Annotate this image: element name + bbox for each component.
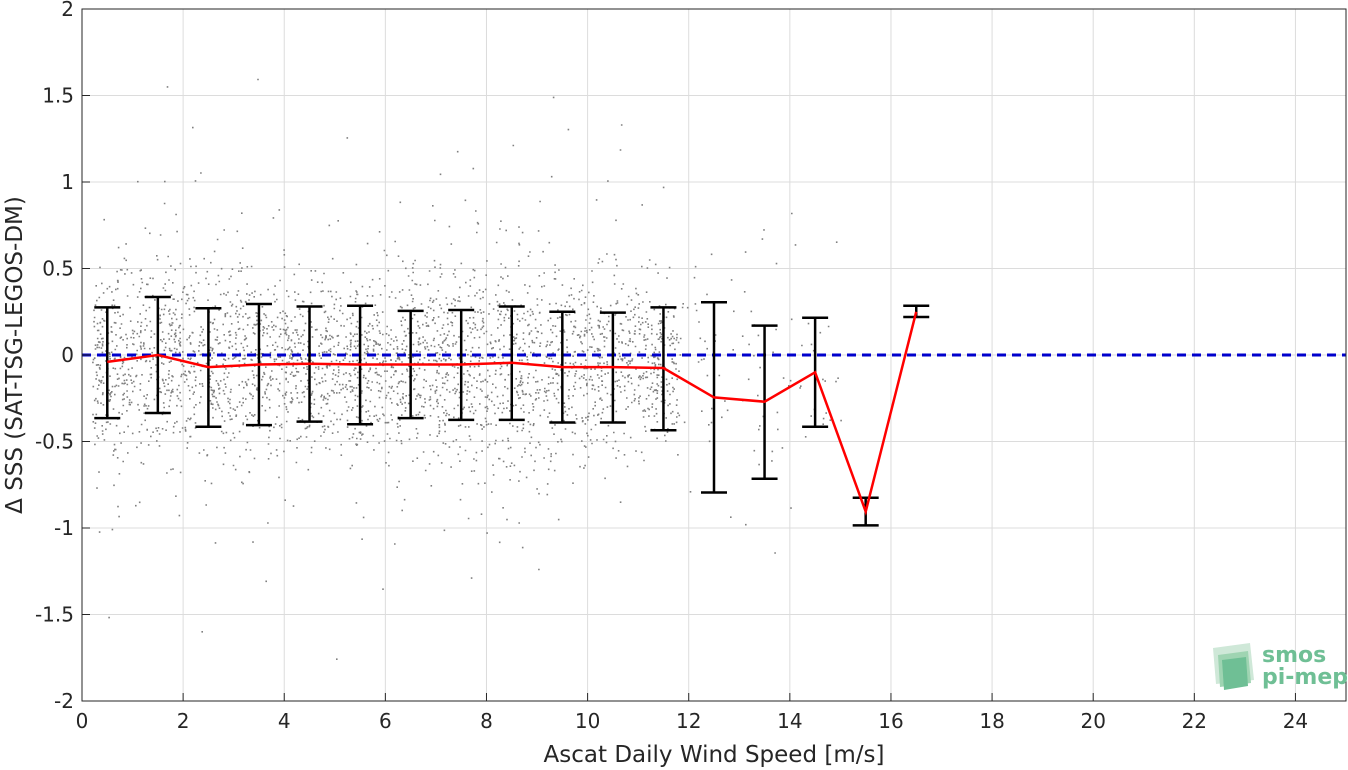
x-tick-label: 24 — [1283, 709, 1308, 733]
x-tick-label: 18 — [979, 709, 1004, 733]
x-tick-label: 14 — [777, 709, 802, 733]
x-tick-label: 10 — [575, 709, 600, 733]
y-tick-label: 0.5 — [42, 257, 74, 281]
x-axis-label: Ascat Daily Wind Speed [m/s] — [544, 742, 885, 768]
smos-pimep-logo: smos pi-mep — [1213, 643, 1348, 690]
error-bar — [94, 306, 121, 420]
x-tick-label: 12 — [676, 709, 701, 733]
y-tick-label: -1.5 — [35, 603, 74, 627]
x-tick-label: 8 — [480, 709, 493, 733]
x-tick-label: 22 — [1182, 709, 1207, 733]
x-tick-label: 16 — [878, 709, 903, 733]
x-tick-label: 20 — [1080, 709, 1105, 733]
logo-line1: smos — [1262, 643, 1326, 668]
y-tick-label: 1.5 — [42, 84, 74, 108]
x-tick-label: 0 — [76, 709, 89, 733]
mean-line — [107, 311, 918, 516]
x-tick-label: 4 — [278, 709, 291, 733]
y-tick-label: -1 — [54, 516, 74, 540]
y-tick-label: -0.5 — [35, 430, 74, 454]
logo-line2: pi-mep — [1262, 665, 1348, 690]
x-tick-label: 6 — [379, 709, 392, 733]
y-axis: 2 1.5 1 0.5 0 -0.5 -1 -1.5 -2 — [35, 0, 90, 713]
y-tick-label: 0 — [61, 343, 74, 367]
y-axis-label: Δ SSS (SAT-TSG-LEGOS-DM) — [2, 196, 28, 514]
y-tick-label: 1 — [61, 170, 74, 194]
logo-waves-icon — [1213, 643, 1254, 690]
x-tick-label: 2 — [177, 709, 190, 733]
y-tick-label: 2 — [61, 0, 74, 21]
y-tick-label: -2 — [54, 689, 74, 713]
x-axis: 0 2 4 6 8 10 12 14 16 18 20 22 24 — [76, 693, 1308, 733]
